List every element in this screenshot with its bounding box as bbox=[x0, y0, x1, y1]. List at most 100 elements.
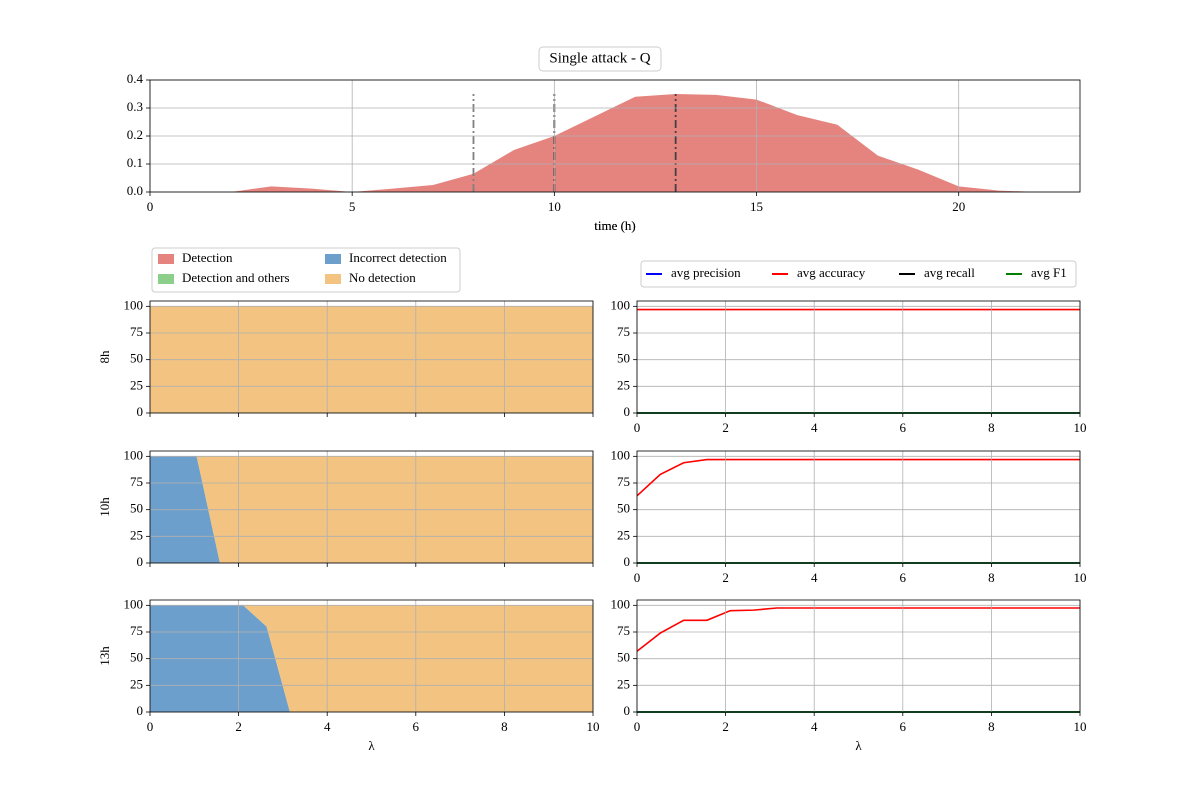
x-axis-label: λ bbox=[855, 738, 862, 753]
x-tick-label: 8 bbox=[501, 719, 508, 734]
axes-frame bbox=[636, 599, 1081, 713]
x-tick-label: 20 bbox=[952, 199, 965, 214]
y-axis-label: 10h bbox=[97, 497, 112, 517]
legend-label: avg recall bbox=[924, 265, 975, 280]
y-tick-label: 0.1 bbox=[127, 155, 143, 170]
legend-label: avg precision bbox=[671, 265, 741, 280]
y-tick-label: 50 bbox=[130, 351, 143, 366]
subplot: 0 25 50 75 100 8h bbox=[97, 297, 594, 419]
y-tick-label: 0.0 bbox=[127, 183, 143, 198]
title-box bbox=[538, 46, 662, 72]
y-tick-label: 0 bbox=[137, 703, 144, 718]
axes: 0 25 50 75 100 10h bbox=[97, 447, 594, 569]
legend-swatch bbox=[158, 254, 174, 264]
x-tick-label: 2 bbox=[235, 719, 242, 734]
legend-label: avg F1 bbox=[1031, 265, 1067, 280]
y-tick-label: 0.3 bbox=[127, 99, 143, 114]
area bbox=[190, 94, 1080, 192]
x-tick-label: 10 bbox=[548, 199, 561, 214]
plot-area bbox=[636, 451, 1081, 564]
x-tick-label: 6 bbox=[900, 719, 907, 734]
y-tick-label: 0.4 bbox=[127, 71, 144, 86]
y-tick-label: 0 bbox=[624, 554, 631, 569]
x-tick-label: 0 bbox=[634, 719, 641, 734]
y-tick-label: 75 bbox=[130, 474, 143, 489]
x-tick-label: 0 bbox=[634, 420, 641, 435]
x-tick-label: 8 bbox=[988, 570, 995, 585]
y-tick-label: 75 bbox=[130, 623, 143, 638]
y-tick-label: 25 bbox=[617, 676, 630, 691]
legend-label: Incorrect detection bbox=[349, 250, 447, 265]
y-tick-label: 25 bbox=[130, 527, 143, 542]
axes-frame bbox=[149, 450, 594, 564]
y-tick-label: 25 bbox=[130, 676, 143, 691]
y-tick-label: 25 bbox=[617, 527, 630, 542]
x-tick-label: 2 bbox=[722, 420, 729, 435]
y-tick-label: 0 bbox=[137, 404, 144, 419]
x-tick-label: 15 bbox=[750, 199, 763, 214]
legend-label: Detection bbox=[182, 250, 233, 265]
y-tick-label: 0 bbox=[624, 404, 631, 419]
y-tick-label: 75 bbox=[617, 623, 630, 638]
subplot: 0 25 50 75 100 10h bbox=[97, 447, 594, 569]
x-tick-label: 0 bbox=[634, 570, 641, 585]
axes-frame bbox=[149, 599, 594, 713]
y-tick-label: 25 bbox=[130, 377, 143, 392]
x-tick-label: 0 bbox=[147, 199, 154, 214]
y-tick-label: 25 bbox=[617, 377, 630, 392]
y-axis-label: 13h bbox=[97, 646, 112, 666]
plot-area bbox=[190, 94, 1080, 192]
legend-label: Detection and others bbox=[182, 270, 290, 285]
plot-area bbox=[636, 301, 1081, 414]
plot-area bbox=[636, 600, 1081, 713]
axes-frame bbox=[636, 300, 1081, 414]
x-tick-label: 2 bbox=[722, 719, 729, 734]
x-tick-label: 0 bbox=[147, 719, 154, 734]
y-tick-label: 50 bbox=[617, 501, 630, 516]
x-tick-label: 10 bbox=[1074, 570, 1087, 585]
x-axis-label: time (h) bbox=[594, 218, 636, 233]
x-tick-label: 8 bbox=[988, 719, 995, 734]
y-tick-label: 50 bbox=[130, 501, 143, 516]
x-tick-label: 8 bbox=[988, 420, 995, 435]
x-tick-label: 10 bbox=[587, 719, 600, 734]
line bbox=[636, 607, 1080, 652]
x-axis-label: λ bbox=[368, 738, 375, 753]
y-tick-label: 100 bbox=[611, 596, 631, 611]
y-tick-label: 75 bbox=[617, 474, 630, 489]
x-tick-label: 10 bbox=[1074, 719, 1087, 734]
legend-box bbox=[640, 260, 1077, 288]
x-tick-label: 4 bbox=[811, 570, 818, 585]
x-tick-label: 10 bbox=[1074, 420, 1087, 435]
subplot: 0 5 10 15 20 0.0 0.1 0.2 0.3 0.4 time (h) bbox=[127, 71, 1081, 233]
x-tick-label: 5 bbox=[349, 199, 356, 214]
y-tick-label: 75 bbox=[130, 324, 143, 339]
axes-frame bbox=[149, 300, 594, 414]
x-tick-label: 6 bbox=[413, 719, 420, 734]
x-tick-label: 6 bbox=[900, 420, 907, 435]
legend-swatch bbox=[325, 274, 341, 284]
x-tick-label: 4 bbox=[811, 719, 818, 734]
y-tick-label: 0 bbox=[137, 554, 144, 569]
y-tick-label: 0 bbox=[624, 703, 631, 718]
y-axis-label: 8h bbox=[97, 350, 112, 364]
y-tick-label: 50 bbox=[130, 650, 143, 665]
legend-swatch bbox=[158, 274, 174, 284]
y-tick-label: 75 bbox=[617, 324, 630, 339]
line bbox=[636, 458, 1080, 497]
y-tick-label: 0.2 bbox=[127, 127, 143, 142]
chart-title: Single attack - Q bbox=[549, 50, 650, 66]
legend-label: No detection bbox=[349, 270, 416, 285]
x-axis-label: time (h) bbox=[594, 218, 636, 233]
axes: 0 25 50 75 100 8h bbox=[97, 297, 594, 419]
legend-label: avg accuracy bbox=[797, 265, 866, 280]
y-tick-label: 100 bbox=[611, 447, 631, 462]
legend-box bbox=[151, 247, 461, 293]
